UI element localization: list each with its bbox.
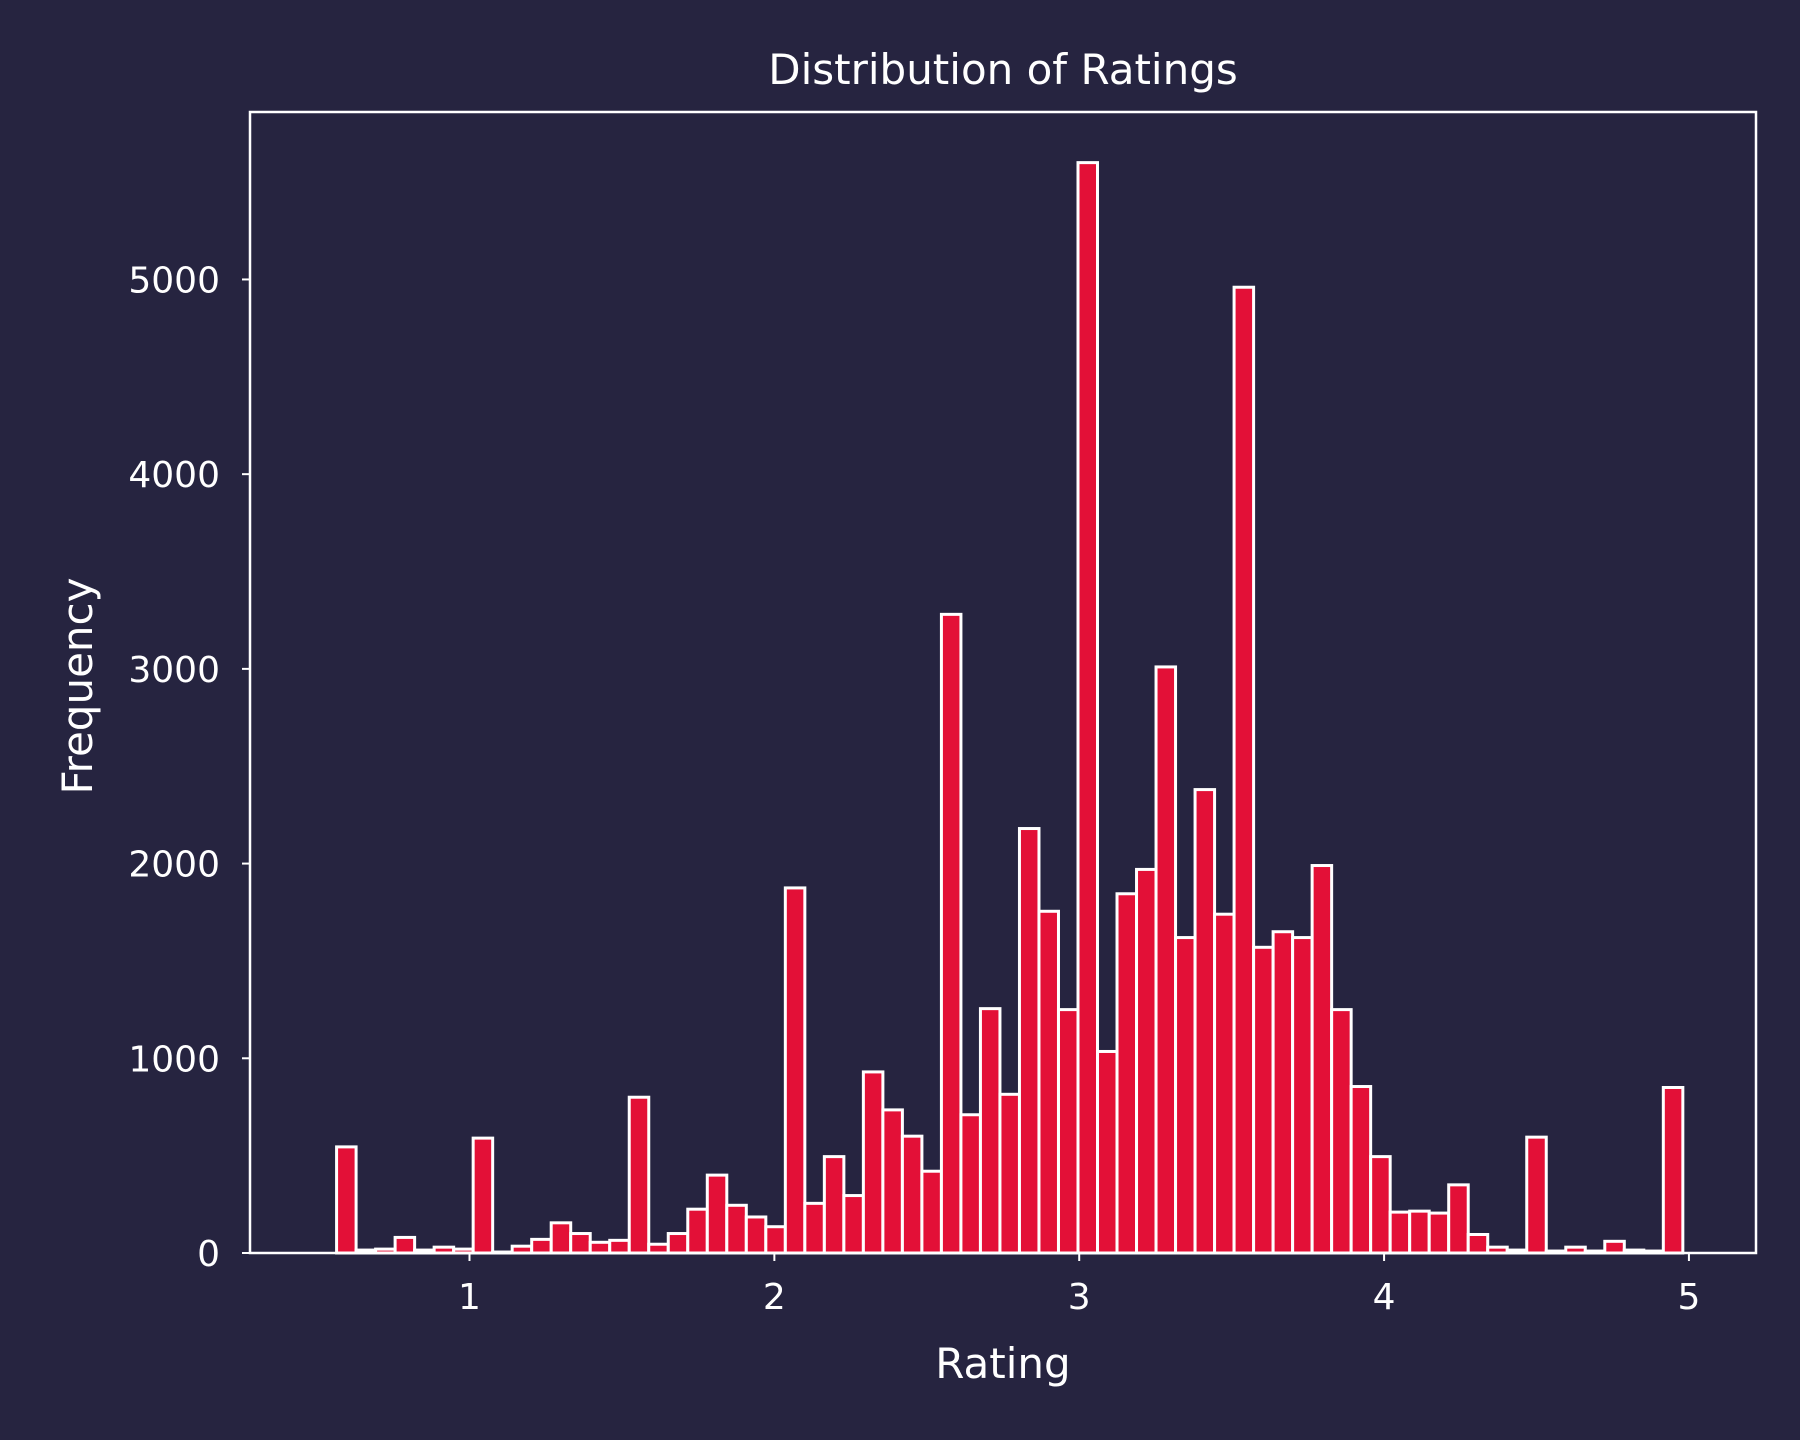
histogram-bar <box>1291 936 1314 1255</box>
x-axis-ticks: 1 2 3 4 5 <box>458 1253 1700 1318</box>
histogram-bar <box>1661 1085 1685 1255</box>
histogram-bar <box>1096 1049 1119 1255</box>
x-tick-label: 1 <box>458 1277 481 1318</box>
histogram-bar <box>1174 936 1197 1255</box>
histogram-bar <box>471 1136 495 1255</box>
histogram-bar <box>1310 864 1334 1255</box>
histogram-bar <box>1213 912 1236 1255</box>
histogram-bar <box>1017 827 1041 1255</box>
histogram-bar <box>998 1092 1021 1255</box>
histogram-bar <box>569 1232 592 1255</box>
histogram-bar <box>1603 1239 1626 1255</box>
histogram-bar <box>1388 1210 1412 1255</box>
histogram-bar <box>900 1134 924 1255</box>
x-tick-label: 4 <box>1373 1277 1396 1318</box>
histogram-bar <box>1330 1008 1353 1255</box>
histogram-bar <box>861 1070 885 1255</box>
histogram-bar <box>627 1095 651 1255</box>
histogram-bar <box>978 1007 1002 1255</box>
histogram-bar <box>939 612 963 1255</box>
histogram-bar <box>1271 930 1295 1255</box>
histogram-bar <box>1466 1233 1490 1255</box>
x-tick-label: 5 <box>1677 1277 1700 1318</box>
histogram-bar <box>530 1237 553 1255</box>
histogram-bar <box>393 1235 417 1255</box>
histogram-bar <box>744 1215 768 1255</box>
y-tick-label: 1000 <box>128 1039 220 1080</box>
y-tick-label: 2000 <box>128 845 220 886</box>
histogram-bar <box>803 1201 826 1255</box>
histogram-bar <box>1193 788 1217 1255</box>
histogram-bar <box>1252 945 1275 1255</box>
histogram-bar <box>1349 1085 1373 1255</box>
histogram-bar <box>647 1242 670 1255</box>
histogram-bar <box>881 1108 904 1255</box>
y-tick-label: 0 <box>197 1234 220 1275</box>
histogram-bar <box>1037 909 1060 1255</box>
histogram-bar <box>1447 1183 1470 1255</box>
x-tick-label: 2 <box>763 1277 786 1318</box>
histogram-bar <box>1369 1155 1392 1255</box>
histogram-bar <box>1076 161 1100 1255</box>
y-tick-label: 5000 <box>128 260 220 301</box>
histogram-bar <box>1525 1135 1548 1255</box>
chart-title: Distribution of Ratings <box>768 45 1238 94</box>
histogram-bar <box>764 1225 787 1255</box>
histogram-bar <box>1135 867 1158 1255</box>
histogram-bar <box>1408 1209 1431 1255</box>
histogram-bar <box>920 1169 943 1255</box>
histogram-bar <box>666 1232 690 1255</box>
y-axis-label: Frequency <box>53 578 102 795</box>
histogram-bar <box>1056 1008 1080 1255</box>
y-tick-label: 4000 <box>128 455 220 496</box>
histogram-bar <box>959 1113 982 1255</box>
histogram-bar <box>822 1155 846 1255</box>
histogram-bar <box>1154 665 1178 1255</box>
y-tick-label: 3000 <box>128 650 220 691</box>
histogram-bar <box>1232 285 1256 1255</box>
y-axis-ticks: 0 1000 2000 3000 4000 5000 <box>128 260 250 1275</box>
histogram-bar <box>608 1238 631 1255</box>
histogram-bar <box>1115 892 1139 1255</box>
histogram-bar <box>842 1194 865 1255</box>
x-tick-label: 3 <box>1068 1277 1091 1318</box>
histogram-bar <box>1427 1211 1451 1255</box>
histogram-bar <box>335 1145 358 1255</box>
histogram-bar <box>549 1221 573 1255</box>
x-axis-label: Rating <box>935 1339 1070 1388</box>
histogram-bar <box>705 1173 729 1255</box>
histogram-bar <box>783 886 807 1255</box>
histogram-bar <box>588 1240 612 1255</box>
histogram-bar <box>725 1203 748 1255</box>
plot-frame <box>248 110 1758 1255</box>
histogram-bar <box>686 1207 709 1255</box>
